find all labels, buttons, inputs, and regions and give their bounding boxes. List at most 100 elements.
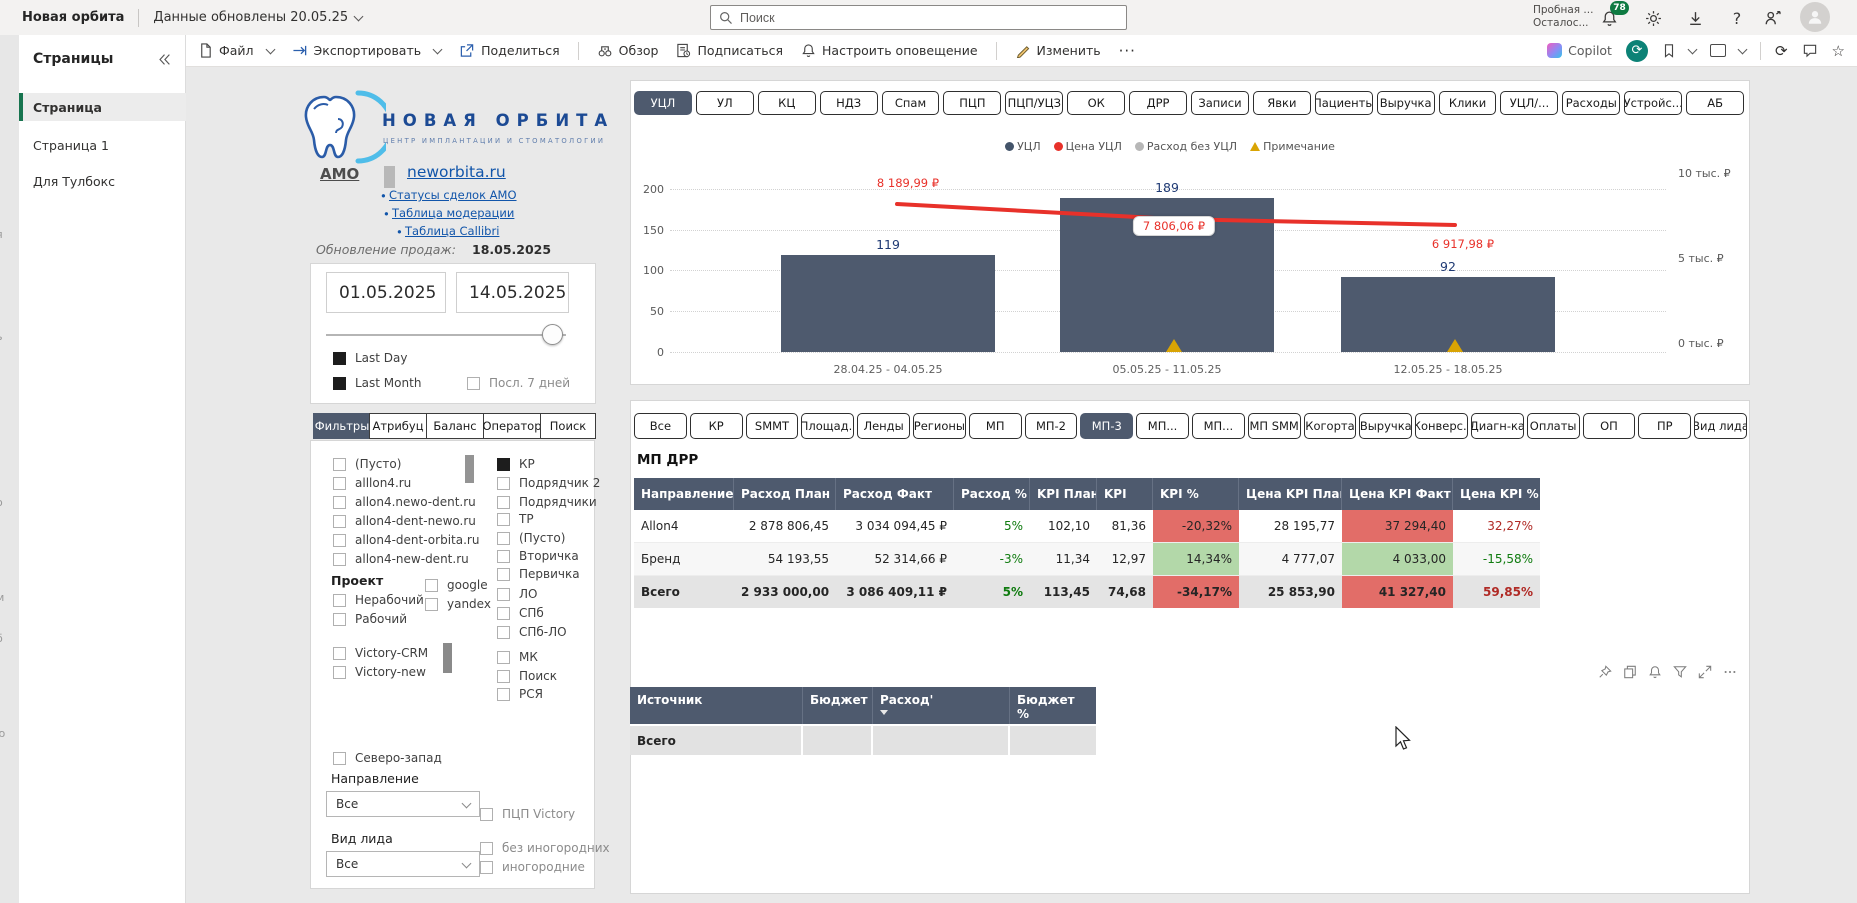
filter-tab-balance[interactable]: Баланс (426, 413, 484, 439)
table-tab-8[interactable]: МП-3 (1080, 413, 1134, 439)
copy-icon[interactable] (1623, 665, 1637, 679)
metric-tab-14[interactable]: УЦЛ/... (1500, 91, 1559, 115)
more-options-button[interactable]: ··· (1119, 42, 1136, 60)
checkbox-rsya[interactable]: РСЯ (497, 687, 543, 701)
checkbox-vtorichka[interactable]: Вторичка (497, 549, 579, 563)
checkbox-allon4-dent-orbita[interactable]: allon4-dent-orbita.ru (333, 533, 479, 547)
table-tab-19[interactable]: Вид лида (1694, 413, 1747, 439)
amo-link[interactable]: АМО (320, 165, 360, 183)
checkbox-alllon4[interactable]: alllon4.ru (333, 476, 411, 490)
checkbox-spb-lo[interactable]: СПб-ЛО (497, 625, 567, 639)
checkbox-pcp-victory[interactable]: ПЦП Victory (480, 807, 575, 821)
share-feedback-button[interactable] (1760, 6, 1786, 30)
col-header[interactable]: KPI (1097, 478, 1153, 510)
favorite-button[interactable]: ☆ (1832, 42, 1845, 60)
refresh-status-button[interactable]: ⟳ (1625, 39, 1648, 62)
table-tab-9[interactable]: МП... (1136, 413, 1189, 439)
collapse-pages-icon[interactable] (158, 53, 171, 66)
direction-dropdown[interactable]: Все (326, 791, 480, 817)
alert-icon[interactable] (1648, 665, 1662, 679)
metric-tab-11[interactable]: Пациенты (1314, 91, 1373, 115)
checkbox-severo-zapad[interactable]: Северо-запад (333, 751, 442, 765)
metric-tab-9[interactable]: Записи (1191, 91, 1249, 115)
checkbox-yandex[interactable]: yandex (425, 597, 491, 611)
checkbox-last-month[interactable]: Last Month (333, 376, 421, 390)
note-marker-icon[interactable] (1166, 339, 1182, 352)
copilot-button[interactable]: Copilot (1547, 43, 1612, 58)
col-header[interactable]: Расход План (734, 478, 836, 510)
checkbox-google[interactable]: google (425, 578, 488, 592)
checkbox-victory-crm[interactable]: Victory-CRM (333, 646, 428, 660)
col-header[interactable]: Бюджет (803, 687, 873, 724)
col-header[interactable]: Расход % (954, 478, 1030, 510)
edit-button[interactable]: Изменить (1015, 43, 1101, 58)
col-header[interactable]: Цена KPI Факт (1342, 478, 1453, 510)
metric-tab-8[interactable]: ДРР (1129, 91, 1188, 115)
checkbox-nonworking[interactable]: Нерабочий (333, 593, 424, 607)
col-header[interactable]: KPI План (1030, 478, 1097, 510)
col-header[interactable]: KPI % (1153, 478, 1239, 510)
more-options-icon[interactable] (1723, 665, 1737, 679)
metric-tab-16[interactable]: Устройс... (1624, 91, 1683, 115)
amo-statuses-link[interactable]: Статусы сделок АМО (389, 188, 517, 202)
filter-tab-attribution[interactable]: Атрибуц (369, 413, 427, 439)
site-link[interactable]: neworbita.ru (407, 163, 506, 181)
checkbox-allon4-newo-dent[interactable]: allon4.newo-dent.ru (333, 495, 476, 509)
comments-button[interactable] (1802, 43, 1818, 58)
checkbox-nonresident[interactable]: без иногородних (480, 841, 610, 855)
download-button[interactable] (1682, 6, 1708, 30)
metric-tab-1[interactable]: УЛ (695, 91, 754, 115)
filter-tab-filters[interactable]: Фильтры (313, 413, 371, 439)
browse-button[interactable]: Обзор (597, 43, 658, 58)
table-tab-3[interactable]: Площад.. (801, 413, 855, 439)
table-tab-13[interactable]: Выручка (1359, 413, 1413, 439)
table-tab-17[interactable]: ОП (1582, 413, 1636, 439)
checkbox-empty-site[interactable]: (Пусто) (333, 457, 401, 471)
checkbox-last-day[interactable]: Last Day (333, 351, 408, 365)
col-header[interactable]: Направление (634, 478, 734, 510)
scrollbar-thumb[interactable] (465, 455, 474, 483)
callibri-table-link[interactable]: Таблица Callibri (405, 224, 500, 238)
checkbox-podryadchik-2[interactable]: Подрядчик 2 (497, 476, 600, 490)
table-tab-2[interactable]: SMMT (745, 413, 799, 439)
col-header-sorted[interactable]: Расход' (873, 687, 1010, 724)
table-tab-15[interactable]: Диагн-ка (1470, 413, 1524, 439)
table-tab-12[interactable]: Когорта (1303, 413, 1357, 439)
date-slider-handle[interactable] (542, 324, 563, 345)
page-tab-stranitsa-1[interactable]: Страница 1 (19, 131, 186, 159)
lead-type-dropdown[interactable]: Все (326, 851, 480, 877)
moderation-table-link[interactable]: Таблица модерации (392, 206, 515, 220)
export-menu[interactable]: Экспортировать (292, 43, 443, 58)
col-header[interactable]: Источник (630, 687, 803, 724)
table-tab-18[interactable]: ПР (1638, 413, 1692, 439)
bar-week-1[interactable] (781, 255, 995, 352)
metric-tab-17[interactable]: АБ (1686, 91, 1745, 115)
table-tab-0[interactable]: Все (634, 413, 687, 439)
col-header[interactable]: Цена KPI План (1239, 478, 1342, 510)
page-tab-dlya-tulboks[interactable]: Для Тулбокс (19, 167, 186, 195)
settings-button[interactable] (1640, 6, 1666, 30)
filter-tab-operator[interactable]: Оператор (482, 413, 542, 439)
col-header[interactable]: Бюджет % (1010, 687, 1096, 724)
checkbox-pervichka[interactable]: Первичка (497, 567, 580, 581)
checkbox-podryadchiki[interactable]: Подрядчики (497, 495, 597, 509)
checkbox-empty[interactable]: (Пусто) (497, 531, 565, 545)
help-button[interactable]: ? (1724, 6, 1750, 30)
note-marker-icon[interactable] (1447, 339, 1463, 352)
table-tab-6[interactable]: МП (968, 413, 1022, 439)
metric-tab-2[interactable]: КЦ (757, 91, 816, 115)
col-header[interactable]: Цена KPI % (1453, 478, 1540, 510)
checkbox-allon4-new-dent[interactable]: allon4-new-dent.ru (333, 552, 469, 566)
metric-tab-0[interactable]: УЦЛ (634, 91, 692, 115)
table-tab-7[interactable]: МП-2 (1024, 413, 1078, 439)
checkbox-tr[interactable]: ТР (497, 512, 534, 526)
table-tab-16[interactable]: Оплаты (1526, 413, 1580, 439)
table-tab-4[interactable]: Ленды (857, 413, 910, 439)
scrollbar-thumb[interactable] (384, 166, 395, 188)
filter-icon[interactable] (1673, 665, 1687, 679)
metric-tab-7[interactable]: ОК (1067, 91, 1126, 115)
subscribe-button[interactable]: Подписаться (676, 43, 783, 58)
scrollbar-thumb[interactable] (443, 643, 452, 673)
table-tab-5[interactable]: Регионы (912, 413, 966, 439)
metric-tab-13[interactable]: Клики (1438, 91, 1497, 115)
